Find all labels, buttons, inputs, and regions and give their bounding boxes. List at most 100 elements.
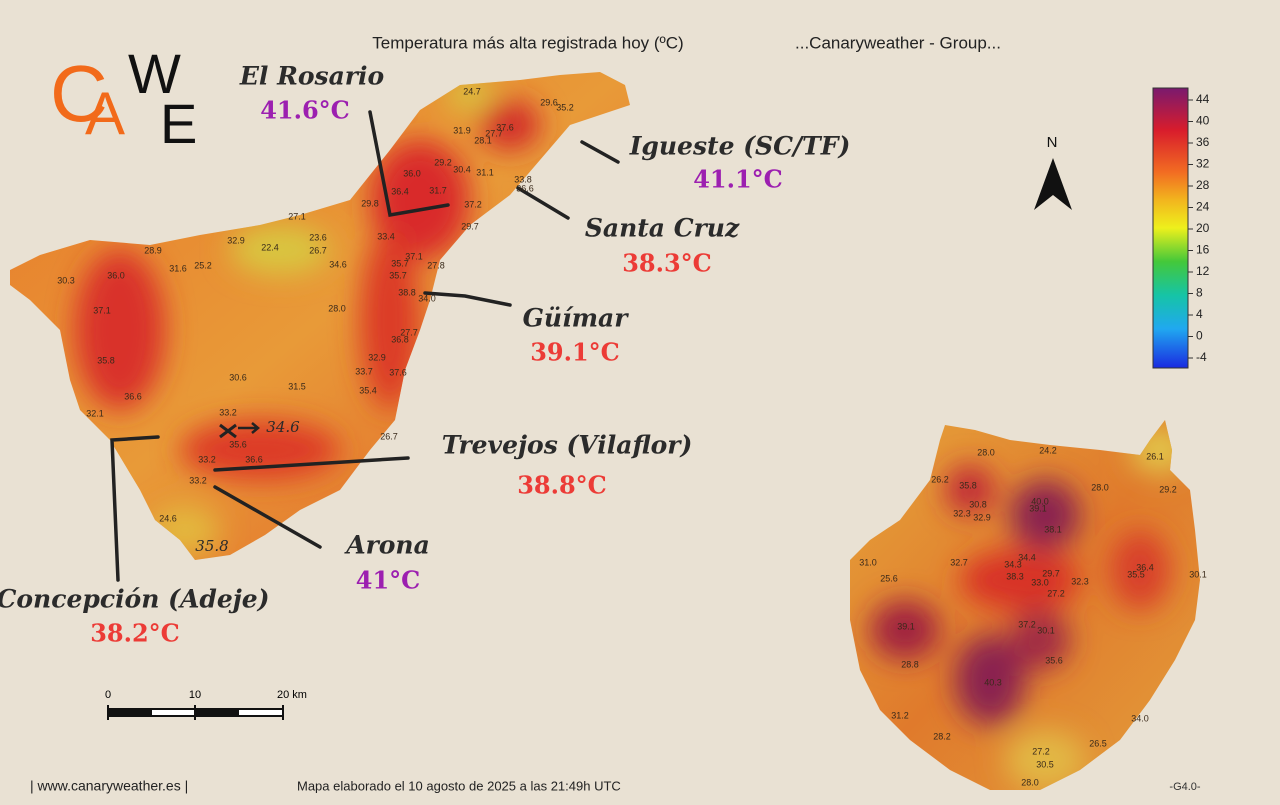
reading: 27.2 bbox=[1032, 746, 1050, 756]
reading: 35.8 bbox=[97, 355, 115, 365]
reading: 34.6 bbox=[329, 259, 347, 269]
reading: 30.4 bbox=[453, 164, 471, 174]
reading: 36.0 bbox=[107, 270, 125, 280]
reading: 39.1 bbox=[897, 621, 915, 631]
legend-label: -4 bbox=[1196, 350, 1207, 364]
reading: 31.5 bbox=[288, 381, 306, 391]
reading: 36.8 bbox=[391, 334, 409, 344]
station-name: Concepción (Adeje) bbox=[0, 585, 270, 614]
logo-letter: A bbox=[85, 80, 125, 147]
reading: 32.9 bbox=[227, 235, 245, 245]
reading: 28.1 bbox=[474, 135, 492, 145]
reading: 29.7 bbox=[461, 221, 479, 231]
station-name: Güímar bbox=[523, 304, 630, 333]
reading: 38.3 bbox=[1006, 571, 1024, 581]
reading: 35.6 bbox=[1045, 655, 1063, 665]
reading: 33.2 bbox=[189, 475, 207, 485]
reading-big: 34.6 bbox=[266, 418, 300, 436]
reading: 25.2 bbox=[194, 260, 212, 270]
reading: 29.6 bbox=[540, 97, 558, 107]
reading: 37.6 bbox=[496, 122, 514, 132]
reading: 28.0 bbox=[1091, 482, 1109, 492]
legend-label: 44 bbox=[1196, 92, 1210, 106]
reading: 27.7 bbox=[485, 128, 503, 138]
station-value: 38.3°C bbox=[622, 249, 712, 278]
reading: 24.6 bbox=[159, 513, 177, 523]
reading: 37.6 bbox=[389, 367, 407, 377]
footer-site: | www.canaryweather.es | bbox=[30, 778, 188, 794]
reading: 25.6 bbox=[880, 573, 898, 583]
legend-label: 40 bbox=[1196, 114, 1210, 128]
station-name: Trevejos (Vilaflor) bbox=[442, 431, 693, 460]
reading: 38.8 bbox=[398, 287, 416, 297]
reading: 28.2 bbox=[933, 731, 951, 741]
reading: 29.2 bbox=[434, 157, 452, 167]
station-name: Igueste (SC/TF) bbox=[629, 132, 851, 161]
reading: 30.1 bbox=[1037, 625, 1055, 635]
gran-canaria bbox=[850, 420, 1200, 790]
reading: 35.7 bbox=[389, 270, 407, 280]
reading: 31.0 bbox=[859, 557, 877, 567]
station-value: 38.2°C bbox=[90, 619, 180, 648]
logo-letter: W bbox=[128, 42, 181, 105]
reading: 28.8 bbox=[901, 659, 919, 669]
reading: 31.1 bbox=[476, 167, 494, 177]
reading: 37.1 bbox=[93, 305, 111, 315]
station-value: 41.1°C bbox=[693, 165, 783, 194]
reading: 33.0 bbox=[1031, 577, 1049, 587]
legend-label: 8 bbox=[1196, 286, 1203, 300]
logo-letter: E bbox=[160, 92, 197, 155]
reading: 35.4 bbox=[359, 385, 377, 395]
reading: 38.1 bbox=[1044, 524, 1062, 534]
station-value: 41.6°C bbox=[260, 96, 350, 125]
group: ...Canaryweather - Group... bbox=[795, 33, 1001, 52]
reading-big: 35.8 bbox=[195, 537, 228, 555]
reading: 39.1 bbox=[1029, 503, 1047, 513]
scale-label: 20 km bbox=[277, 689, 307, 701]
reading: 24.7 bbox=[463, 86, 481, 96]
legend-label: 32 bbox=[1196, 157, 1210, 171]
reading: 27.8 bbox=[427, 260, 445, 270]
legend-label: 20 bbox=[1196, 221, 1210, 235]
scale-label: 0 bbox=[105, 689, 111, 701]
legend-label: 16 bbox=[1196, 243, 1210, 257]
reading: 31.6 bbox=[169, 263, 187, 273]
legend-label: 24 bbox=[1196, 200, 1210, 214]
reading: 28.0 bbox=[328, 303, 346, 313]
reading: 34.3 bbox=[1004, 559, 1022, 569]
reading: 36.6 bbox=[245, 454, 263, 464]
reading: 33.7 bbox=[355, 366, 373, 376]
reading: 23.6 bbox=[309, 232, 327, 242]
reading: 33.8 bbox=[514, 174, 532, 184]
station-value: 38.8°C bbox=[517, 471, 607, 500]
reading: 30.3 bbox=[57, 275, 75, 285]
reading: 30.5 bbox=[1036, 759, 1054, 769]
reading: 26.2 bbox=[931, 474, 949, 484]
reading: 26.7 bbox=[380, 431, 398, 441]
reading: 36.4 bbox=[1136, 562, 1154, 572]
legend-label: 28 bbox=[1196, 178, 1210, 192]
reading: 33.2 bbox=[198, 454, 216, 464]
reading: 27.1 bbox=[288, 211, 306, 221]
station-name: Arona bbox=[344, 531, 430, 560]
reading: 34.0 bbox=[418, 293, 436, 303]
reading: 40.3 bbox=[984, 677, 1002, 687]
reading: 35.7 bbox=[391, 258, 409, 268]
reading: 22.4 bbox=[261, 242, 279, 252]
station-value: 41°C bbox=[356, 566, 421, 595]
footer-version: -G4.0- bbox=[1169, 781, 1201, 793]
colorbar bbox=[1152, 87, 1189, 369]
north-label: N bbox=[1047, 134, 1058, 151]
reading: 36.0 bbox=[403, 168, 421, 178]
reading: 37.2 bbox=[1018, 619, 1036, 629]
station-value: 39.1°C bbox=[530, 338, 620, 367]
reading: 26.1 bbox=[1146, 451, 1164, 461]
reading: 29.2 bbox=[1159, 484, 1177, 494]
reading: 35.5 bbox=[1127, 569, 1145, 579]
reading: 30.1 bbox=[1189, 569, 1207, 579]
reading: 37.1 bbox=[405, 251, 423, 261]
reading: 28.0 bbox=[1021, 777, 1039, 787]
legend-label: 0 bbox=[1196, 329, 1203, 343]
reading: 32.3 bbox=[1071, 576, 1089, 586]
